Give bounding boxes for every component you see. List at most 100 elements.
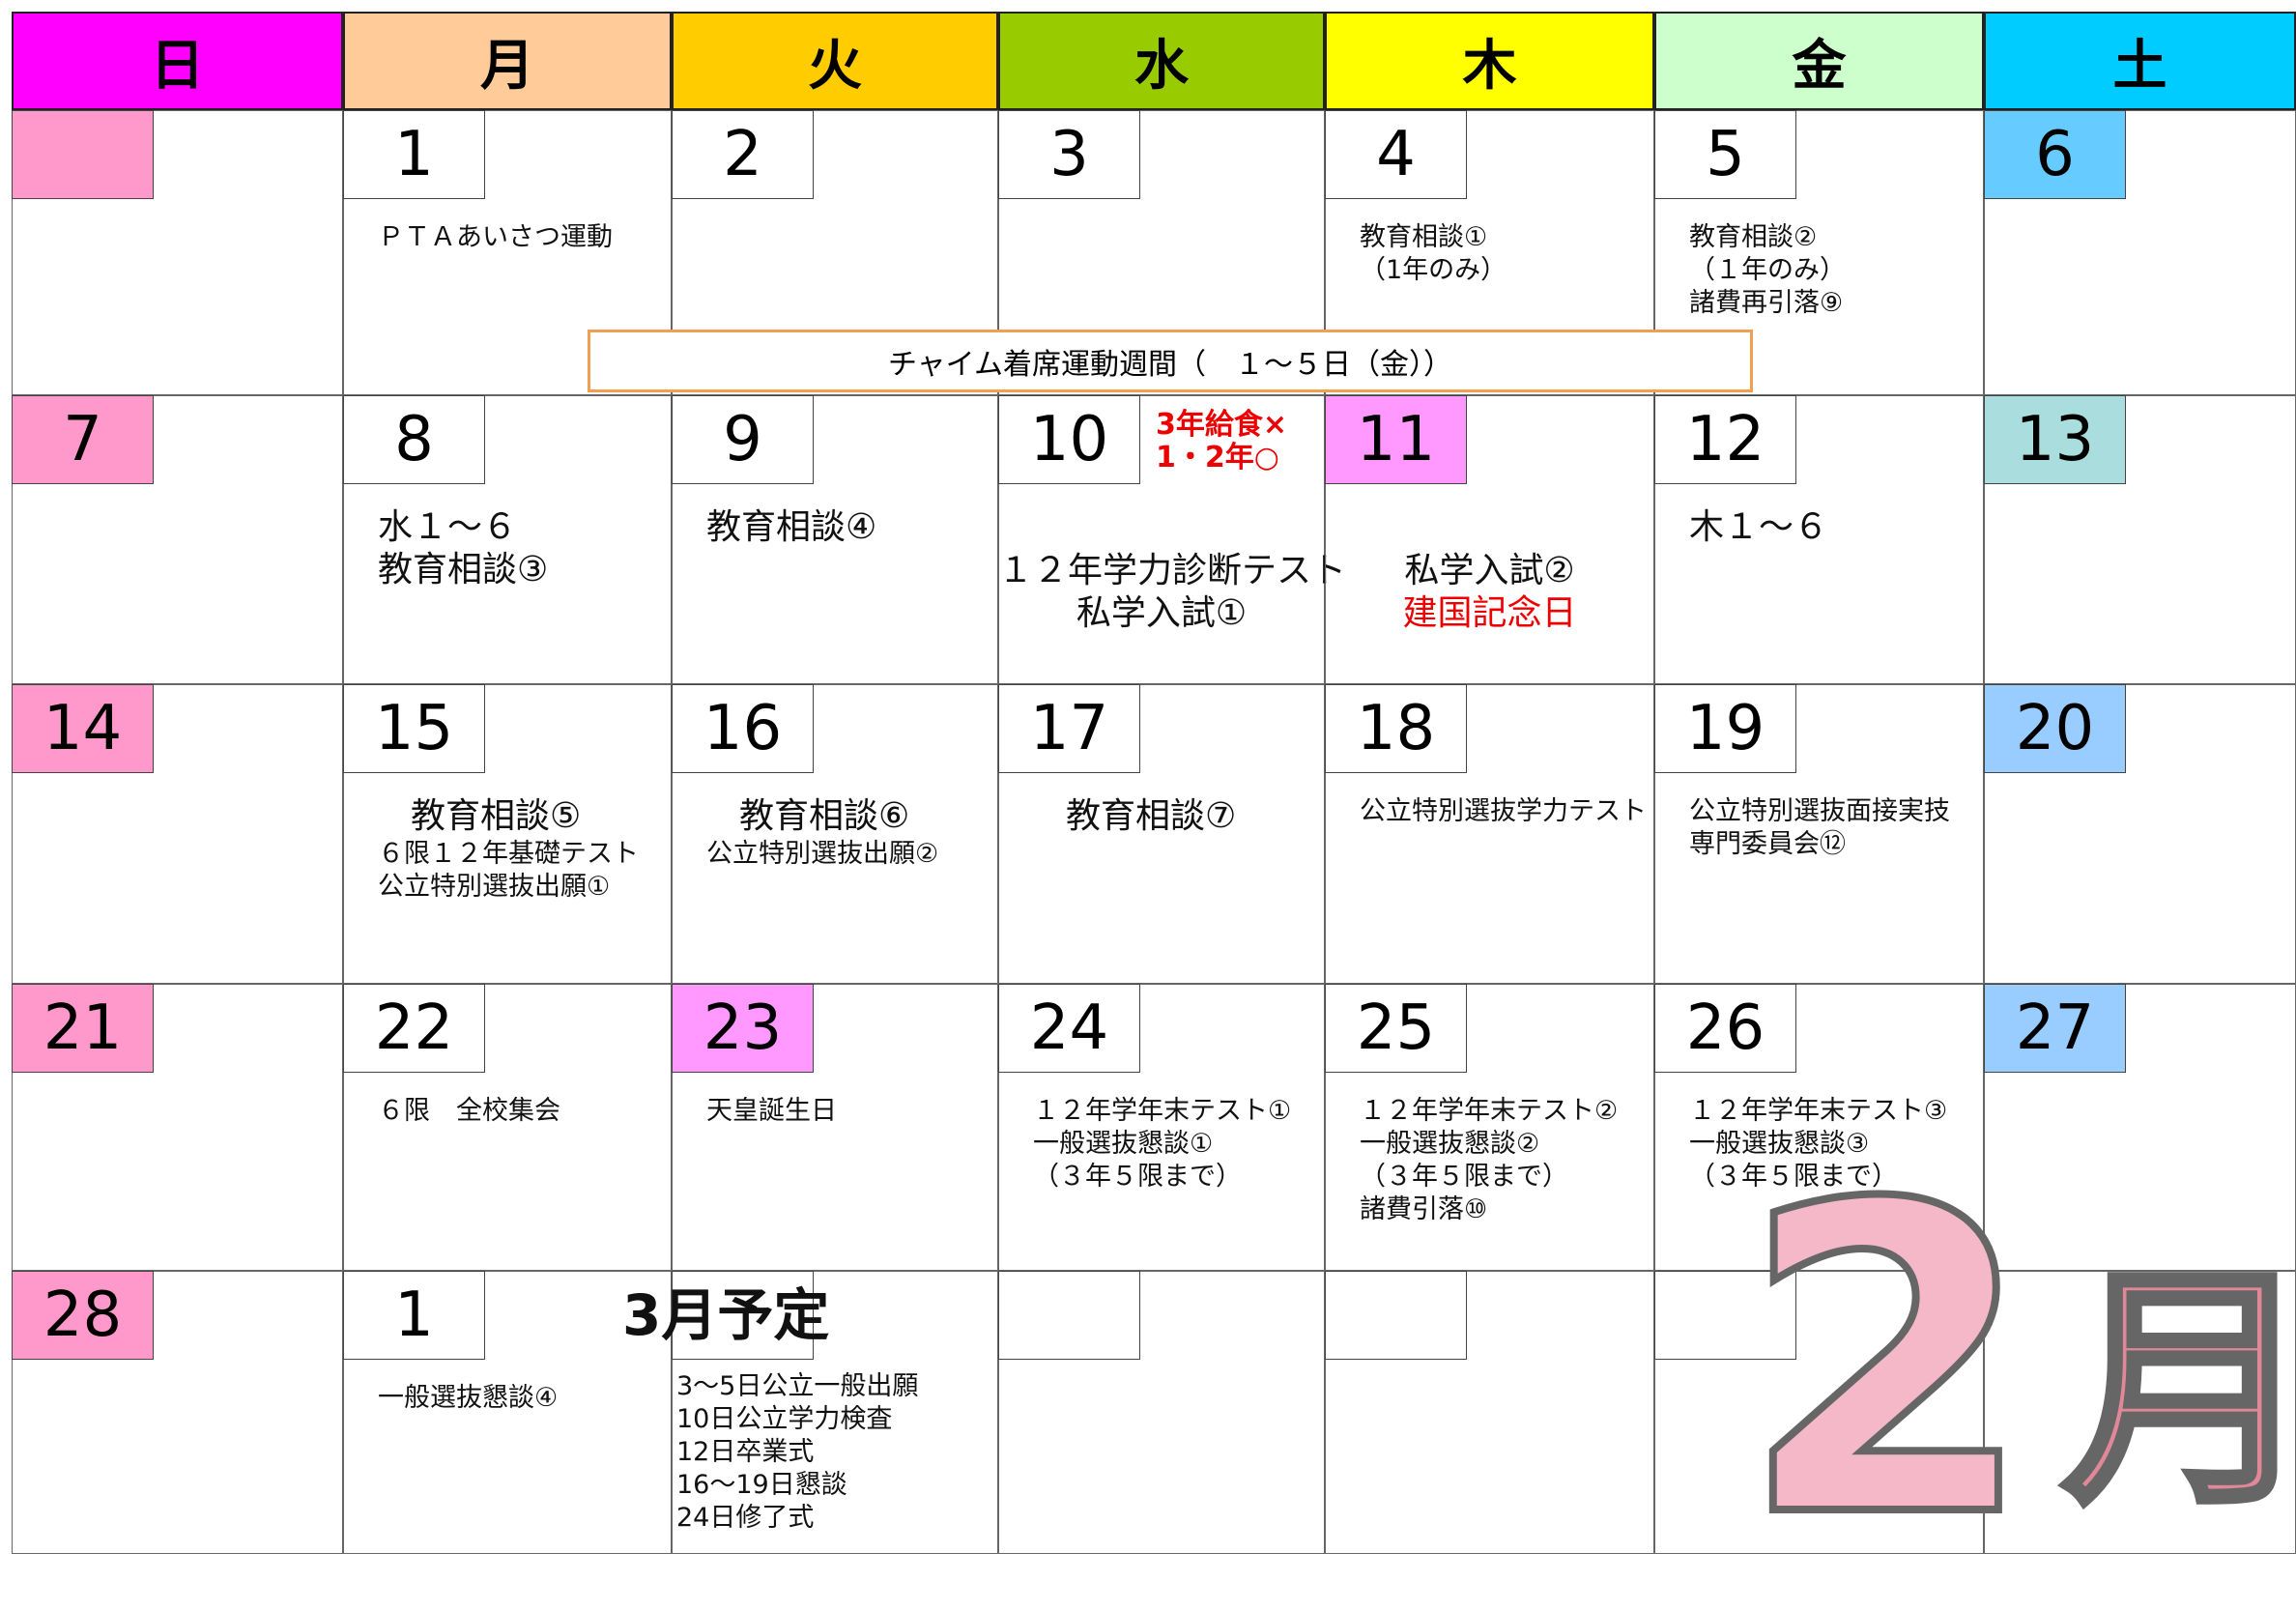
day-cell (343, 110, 672, 395)
day-cell (12, 395, 343, 684)
holiday-name: 建国記念日 (1402, 593, 1577, 633)
day-cell (1325, 684, 1654, 984)
day-cell (1325, 984, 1654, 1271)
day-cell (1325, 395, 1654, 684)
event-note: 公立特別選抜面接実技 (1689, 796, 1950, 826)
date-box: 17 (998, 684, 1140, 773)
date-box: 9 (672, 395, 814, 484)
date-box: 21 (12, 984, 154, 1073)
event-note: 木１～６ (1689, 507, 1829, 547)
event-note: 一般選抜懇談② (1360, 1129, 1540, 1159)
date-box: 4 (1325, 110, 1467, 199)
date-box: 13 (1984, 395, 2126, 484)
day-cell (12, 984, 343, 1271)
date-box: 12 (1654, 395, 1796, 484)
event-note: １２年学力診断テスト (998, 551, 1347, 590)
day-cell (1654, 984, 1984, 1271)
march-item: 16～19日懇談 (676, 1470, 847, 1500)
banner: チャイム着席運動週間（ １～５日（金）） (588, 330, 1753, 392)
date-box: 2 (672, 110, 814, 199)
march-item: 24日修了式 (676, 1503, 815, 1533)
day-cell (343, 395, 672, 684)
day-cell (1654, 395, 1984, 684)
march-item: 12日卒業式 (676, 1437, 815, 1467)
event-note: 一般選抜懇談④ (378, 1383, 559, 1413)
event-note: 公立特別選抜出願② (706, 839, 939, 869)
day-cell (12, 110, 343, 395)
date-box (1325, 1271, 1467, 1360)
date-box (998, 1271, 1140, 1360)
march-item: 10日公立学力検査 (676, 1404, 893, 1434)
date-box: 19 (1654, 684, 1796, 773)
event-note: 天皇誕生日 (706, 1096, 837, 1126)
date-box: 25 (1325, 984, 1467, 1073)
event-note: １２年学年末テスト② (1360, 1096, 1619, 1126)
march-heading: 3月予定 (622, 1282, 830, 1348)
date-box (1654, 1271, 1796, 1360)
date-box: 7 (12, 395, 154, 484)
event-note: 専門委員会⑫ (1689, 829, 1846, 859)
date-box: 5 (1654, 110, 1796, 199)
day-cell (672, 110, 998, 395)
event-note: （３年５限まで） (1033, 1162, 1242, 1192)
event-note: １２年学年末テスト③ (1689, 1096, 1948, 1126)
date-box: 14 (12, 684, 154, 773)
day-cell (672, 395, 998, 684)
date-box: 6 (1984, 110, 2126, 199)
date-box (12, 110, 154, 199)
event-note: ６限 全校集会 (378, 1096, 560, 1126)
date-box: 20 (1984, 684, 2126, 773)
date-box: 22 (343, 984, 485, 1073)
event-note: 一般選抜懇談③ (1689, 1129, 1870, 1159)
date-box (672, 1271, 814, 1360)
event-note: （1年のみ） (1360, 255, 1507, 285)
date-box: 23 (672, 984, 814, 1073)
lunch-note: 3年給食× (1156, 408, 1288, 442)
day-cell (343, 984, 672, 1271)
event-note: 諸費再引落⑨ (1689, 288, 1844, 318)
date-box: 3 (998, 110, 1140, 199)
date-box: 8 (343, 395, 485, 484)
event-note: 一般選抜懇談① (1033, 1129, 1214, 1159)
day-cell (998, 395, 1325, 684)
lunch-note: 1・2年○ (1156, 441, 1279, 474)
day-header: 水 (998, 12, 1325, 110)
day-header: 火 (672, 12, 998, 110)
day-header: 金 (1654, 12, 1984, 110)
date-box: 27 (1984, 984, 2126, 1073)
date-box: 10 (998, 395, 1140, 484)
date-box: 26 (1654, 984, 1796, 1073)
event-note: 諸費引落⑩ (1360, 1194, 1488, 1224)
day-cell (998, 110, 1325, 395)
date-box: 18 (1325, 684, 1467, 773)
event-note: ＰＴＡあいさつ運動 (378, 222, 613, 252)
month-unit: 月 (2059, 1246, 2296, 1538)
date-box: 1 (343, 110, 485, 199)
day-cell (1654, 684, 1984, 984)
event-note: 公立特別選抜学力テスト (1360, 796, 1647, 826)
day-cell (343, 684, 672, 984)
event-note: 教育相談② (1689, 222, 1818, 252)
day-header: 土 (1984, 12, 2296, 110)
day-header: 木 (1325, 12, 1654, 110)
event-note: 水１～６ (378, 507, 518, 547)
date-box: 16 (672, 684, 814, 773)
event-note: 教育相談⑦ (1066, 796, 1237, 836)
day-cell (672, 984, 998, 1271)
event-note: 教育相談① (1360, 222, 1488, 252)
event-note: 教育相談⑥ (739, 796, 910, 836)
page: 日月火水木金土 1 ＰＴＡあいさつ運動 2 3 4 教育相談① （1年のみ） 5 教育相談② （１年… (12, 12, 2296, 1579)
event-note: 私学入試② (1404, 551, 1575, 590)
day-cell (12, 684, 343, 984)
event-note: （３年５限まで） (1689, 1162, 1898, 1192)
date-box: 11 (1325, 395, 1467, 484)
event-note: 教育相談⑤ (411, 796, 582, 836)
day-cell (1325, 110, 1654, 395)
event-note: （３年５限まで） (1360, 1162, 1568, 1192)
event-note: 公立特別選抜出願① (378, 872, 611, 902)
event-note: 教育相談③ (378, 550, 549, 589)
event-note: １２年学年末テスト① (1033, 1096, 1292, 1126)
event-note: 私学入試① (1076, 593, 1248, 633)
day-cell (1654, 110, 1984, 395)
date-box: 1 (343, 1271, 485, 1360)
